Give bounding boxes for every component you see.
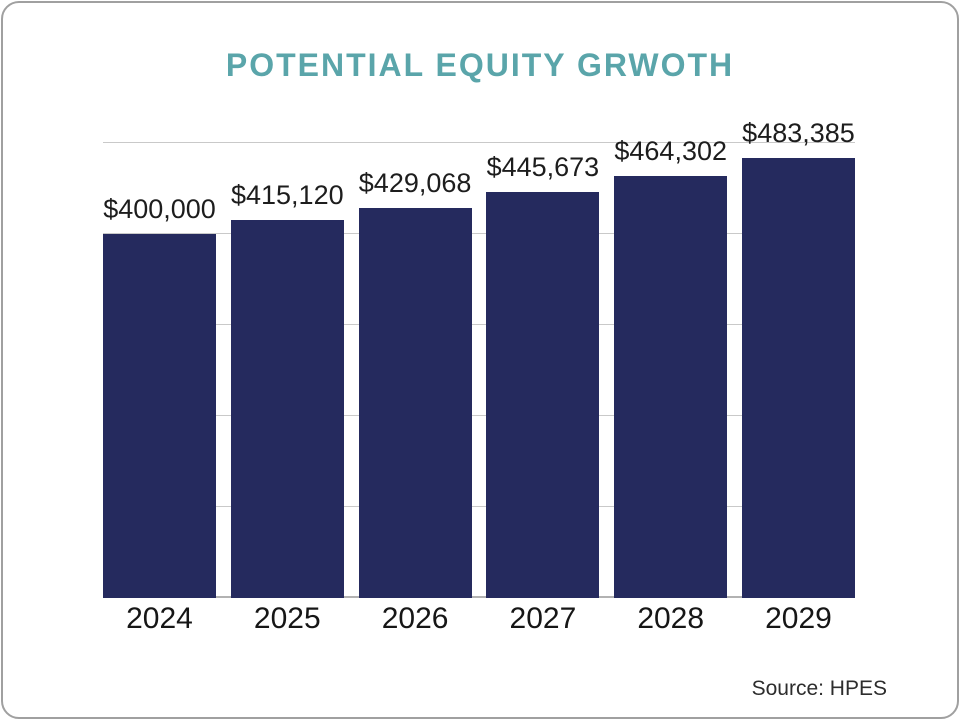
bar-value-label: $464,302 [614, 135, 727, 166]
chart-title: POTENTIAL EQUITY GRWOTH [225, 47, 735, 83]
source-caption: Source: HPES [751, 677, 887, 700]
bar [358, 207, 472, 598]
x-axis-labels: 2024 2025 2026 2027 2028 2029 [103, 604, 855, 634]
bar-group: $483,385 [741, 120, 855, 598]
x-axis-line [103, 596, 855, 598]
bar [103, 234, 216, 598]
gridline [103, 324, 855, 325]
bar-group: $464,302 [614, 137, 728, 598]
bar [486, 192, 600, 598]
x-axis-label: 2026 [381, 602, 449, 635]
gridline [103, 506, 855, 507]
gridline [103, 142, 855, 143]
bar-group: $429,068 [358, 143, 472, 598]
x-axis-label: 2027 [509, 602, 577, 635]
bars-row: $400,000 $415,120 $429,068 $445,673 $464,302… [103, 120, 855, 598]
bar-group: $415,120 [230, 143, 344, 598]
x-axis-label: 2025 [253, 602, 321, 635]
bar-value-label: $483,385 [742, 118, 855, 149]
chart-plot-area: $400,000 $415,120 $429,068 $445,673 $464,302… [103, 120, 855, 598]
x-axis-label: 2028 [637, 602, 705, 635]
bar-group: $400,000 [103, 143, 216, 598]
bar-value-label: $429,068 [358, 167, 472, 198]
bar-value-label: $445,673 [486, 152, 600, 183]
bar-group: $445,673 [486, 143, 600, 598]
bar [230, 220, 344, 598]
gridline [103, 233, 855, 234]
bar-value-label: $400,000 [103, 194, 216, 224]
bar [741, 158, 855, 598]
bar-value-label: $415,120 [230, 180, 344, 211]
x-axis-label: 2024 [126, 602, 193, 635]
bar [614, 175, 728, 598]
gridline [103, 415, 855, 416]
x-axis-label: 2029 [765, 602, 832, 635]
